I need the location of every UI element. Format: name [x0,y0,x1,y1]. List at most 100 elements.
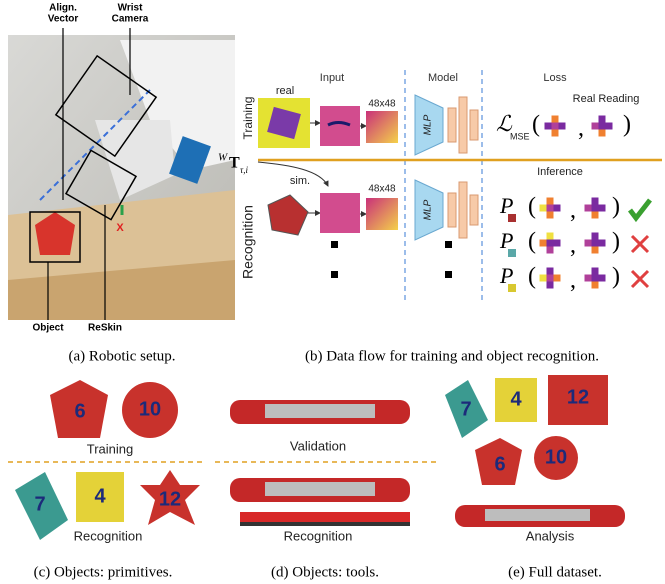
marker-cell [584,239,592,247]
marker-cell [539,274,547,282]
model-label: MLP [423,114,434,135]
paren: ( [528,194,536,220]
object-number: 4 [510,388,522,410]
diagram-layout [257,70,662,300]
marker-cell [605,122,613,130]
object-number: 12 [159,488,181,510]
marker-cell [591,239,599,247]
marker-cell [546,274,554,282]
marker-cell [546,246,554,254]
marker-cell [546,197,554,205]
object-number: 6 [74,400,85,422]
paren: ) [612,264,620,290]
marker-cell [539,239,547,247]
marker-cell [598,274,606,282]
label: sim. [290,175,310,187]
label: ReSkin [88,323,122,334]
marker-cell [546,204,554,212]
marker-cell [553,239,561,247]
marker-cell [546,232,554,240]
paren: ( [532,112,540,138]
label: Align. [49,3,77,14]
marker-cell [591,246,599,254]
label: Inference [537,166,583,178]
row-label: Recognition [240,205,256,279]
marker-cell [591,267,599,275]
marker-cell [546,239,554,247]
label: Recognition [74,528,143,543]
math: W [218,152,228,164]
label: Analysis [526,528,575,543]
marker-cell [591,211,599,219]
math: T [229,155,240,172]
caption: (c) Objects: primitives. [34,564,173,580]
object-number: 6 [494,453,505,475]
math: P [499,263,513,288]
marker-cell [591,122,599,130]
label: Real Reading [573,93,640,105]
label: Vector [48,14,79,25]
row-label: Training [241,97,255,140]
header: Model [428,72,458,84]
robot-photo [8,28,235,320]
caption: (e) Full dataset. [508,564,602,580]
marker-cell [551,122,559,130]
paren: , [570,198,576,224]
marker-cell [598,129,606,137]
marker-cell [598,204,606,212]
marker-cell [591,197,599,205]
object-number: 10 [545,446,567,468]
paren: , [578,116,584,142]
marker-cell [544,122,552,130]
paren: , [570,268,576,294]
marker-cell [546,281,554,289]
math: τ,i [240,165,248,175]
marker-cell [584,204,592,212]
model-label: MLP [423,199,434,220]
marker-cell [591,232,599,240]
paren: ( [528,229,536,255]
marker-cell [551,129,559,137]
header: Loss [543,72,567,84]
label: real [276,85,294,97]
marker-cell [553,204,561,212]
object-photos [8,375,625,540]
marker-cell [598,122,606,130]
math: P [499,228,513,253]
marker-cell [598,115,606,123]
paren: ) [623,112,631,138]
marker-cell [591,281,599,289]
label: Recognition [284,528,353,543]
marker-cell [591,204,599,212]
marker-cell [558,122,566,130]
marker-cell [553,274,561,282]
marker-cell [551,115,559,123]
object-number: 10 [139,398,161,420]
object-number: 4 [94,485,106,507]
label: 48x48 [368,184,396,195]
math: ℒ [496,111,513,136]
axis-label: X [116,222,124,234]
label: Training [87,441,133,456]
paren: ( [528,264,536,290]
marker-cell [598,239,606,247]
label: Camera [112,14,149,25]
label: Object [32,323,64,334]
header: Input [320,72,344,84]
object-number: 12 [567,386,589,408]
math: P [499,193,513,218]
marker-cell [546,211,554,219]
marker-cell [591,274,599,282]
label: Validation [290,438,346,453]
paren: , [570,233,576,259]
label: 48x48 [368,99,396,110]
caption: (d) Objects: tools. [271,564,379,580]
object-number: 7 [460,398,471,420]
marker-cell [546,267,554,275]
math: MSE [510,131,530,141]
paren: ) [612,194,620,220]
marker-cell [539,204,547,212]
caption: (a) Robotic setup. [68,348,175,364]
paren: ) [612,229,620,255]
